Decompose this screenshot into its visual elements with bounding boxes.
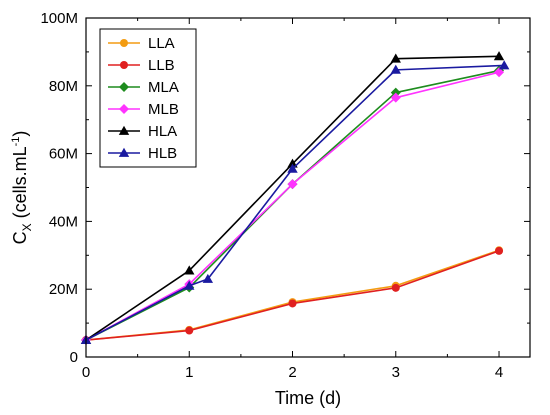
series-line-LLB — [85, 250, 500, 341]
legend-item-MLB: MLB — [108, 101, 179, 118]
legend-item-LLA: LLA — [108, 35, 175, 52]
data-point-LLB-3 — [391, 283, 400, 292]
data-point-HLB-3 — [287, 163, 298, 173]
y-axis-title-units: (cells.mL — [10, 146, 30, 223]
legend-box — [99, 28, 197, 168]
x-tick-label-0: 0 — [82, 364, 90, 381]
data-point-LLB-1 — [185, 326, 194, 335]
y-tick-label-1: 20M — [49, 281, 78, 298]
data-point-HLA-4 — [493, 51, 505, 61]
legend-item-HLB: HLB — [108, 145, 177, 162]
series-line-LLA — [85, 249, 500, 341]
axis-layer: 0 1 2 3 4 0 20M 40M 60M 80M 100M — [40, 10, 530, 381]
data-point-LLB-4 — [495, 246, 504, 255]
legend-item-LLB: LLB — [108, 57, 175, 74]
legend: LLA LLB MLA MLB HLA HLB — [99, 28, 197, 168]
legend-label-HLA: HLA — [148, 123, 177, 140]
legend-marker-MLA — [119, 82, 129, 92]
series-HLB — [80, 60, 510, 344]
y-axis-title-units-end: ) — [10, 131, 30, 137]
data-point-LLB-2 — [288, 299, 297, 308]
legend-marker-LLA — [120, 39, 128, 47]
legend-item-MLA: MLA — [108, 79, 179, 96]
y-tick-label-3: 60M — [49, 146, 78, 163]
data-point-MLB-4 — [494, 67, 505, 78]
data-point-HLA-3 — [390, 53, 401, 63]
data-point-MLA-3 — [390, 87, 401, 98]
data-point-HLB-2 — [202, 273, 214, 283]
series-LLB — [82, 246, 504, 345]
x-tick-label-4: 4 — [495, 364, 503, 381]
x-tick-label-1: 1 — [185, 364, 193, 381]
data-point-MLB-2 — [287, 179, 298, 190]
series-line-HLB — [85, 64, 505, 341]
legend-item-HLA: HLA — [108, 123, 177, 140]
data-point-HLB-1 — [184, 280, 195, 290]
y-tick-label-0: 0 — [70, 349, 78, 366]
data-point-MLB-3 — [390, 92, 401, 103]
y-tick-label-2: 40M — [49, 213, 78, 230]
y-axis-title-main: C — [10, 231, 30, 244]
x-axis-title: Time (d) — [275, 388, 341, 408]
data-point-HLA-1 — [184, 265, 195, 275]
legend-label-MLA: MLA — [148, 79, 179, 96]
legend-marker-HLB — [118, 147, 130, 157]
x-tick-label-3: 3 — [392, 364, 400, 381]
legend-marker-LLB — [120, 61, 128, 69]
y-tick-label-5: 100M — [40, 10, 78, 27]
legend-marker-HLA — [118, 125, 130, 135]
y-axis-title-sub: X — [20, 223, 34, 231]
data-point-HLB-5 — [498, 60, 510, 70]
y-tick-label-4: 80M — [49, 78, 78, 95]
x-tick-label-2: 2 — [288, 364, 296, 381]
series-LLA — [82, 246, 504, 345]
series-layer — [80, 51, 510, 346]
legend-label-LLB: LLB — [148, 57, 175, 74]
data-point-HLB-4 — [390, 64, 401, 74]
legend-label-MLB: MLB — [148, 101, 179, 118]
y-axis-title: CX (cells.mL-1) — [10, 131, 34, 245]
legend-label-HLB: HLB — [148, 145, 177, 162]
legend-marker-MLB — [119, 104, 129, 114]
y-axis-title-units-sup: -1 — [10, 137, 22, 147]
legend-label-LLA: LLA — [148, 35, 175, 52]
